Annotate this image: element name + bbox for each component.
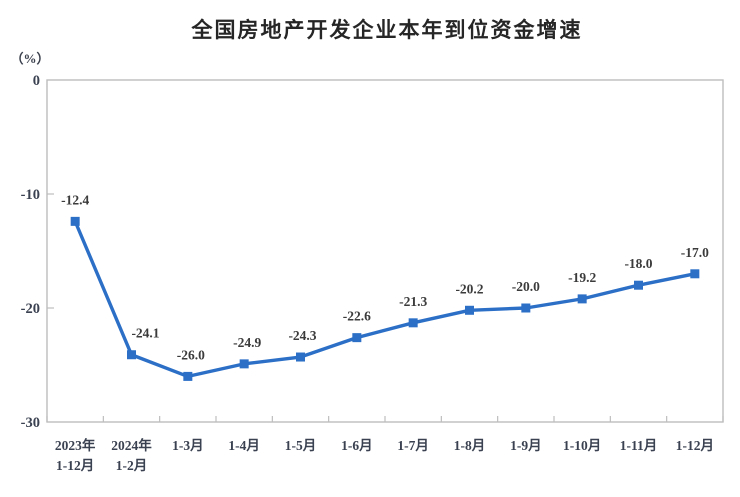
x-tick-label: 2024年 bbox=[111, 437, 152, 453]
data-point-marker bbox=[408, 318, 418, 328]
x-tick-label: 1-3月 bbox=[172, 438, 204, 453]
x-tick-label: 1-8月 bbox=[454, 438, 486, 453]
data-point-marker bbox=[690, 269, 700, 279]
data-point-marker bbox=[352, 333, 362, 343]
data-point-label: -22.6 bbox=[343, 309, 371, 324]
data-point-label: -24.1 bbox=[131, 326, 159, 341]
data-point-label: -20.2 bbox=[455, 281, 483, 296]
y-axis-unit-label: （%） bbox=[10, 51, 50, 66]
x-tick-label: 1-12月 bbox=[676, 438, 714, 453]
x-tick-label: 1-9月 bbox=[510, 438, 542, 453]
data-point-label: -19.2 bbox=[568, 270, 596, 285]
data-point-label: -26.0 bbox=[177, 347, 205, 362]
y-tick-label: 0 bbox=[33, 73, 40, 89]
y-tick-label: -30 bbox=[21, 415, 40, 431]
data-point-label: -21.3 bbox=[399, 294, 427, 309]
x-tick-label: 1-7月 bbox=[397, 438, 429, 453]
y-tick-label: -10 bbox=[21, 187, 40, 203]
x-tick-label: 1-4月 bbox=[228, 438, 260, 453]
data-point-marker bbox=[521, 303, 531, 313]
data-point-marker bbox=[127, 350, 136, 360]
plot-border bbox=[46, 79, 724, 423]
x-tick-label: 1-11月 bbox=[620, 438, 658, 453]
data-point-marker bbox=[239, 359, 249, 369]
data-point-marker bbox=[465, 305, 474, 315]
x-tick-label: 1-6月 bbox=[341, 438, 373, 453]
x-tick-label: 1-5月 bbox=[285, 438, 317, 453]
data-point-marker bbox=[634, 280, 643, 290]
x-tick-label: 1-10月 bbox=[563, 438, 601, 453]
data-point-label: -18.0 bbox=[624, 256, 652, 271]
y-tick-label: -20 bbox=[21, 301, 40, 317]
data-point-marker bbox=[577, 294, 587, 304]
data-point-marker bbox=[183, 371, 193, 381]
x-tick-label: 1-12月 bbox=[56, 458, 94, 473]
data-point-label: -24.9 bbox=[233, 335, 261, 350]
data-point-label: -20.0 bbox=[512, 279, 540, 294]
data-point-marker bbox=[296, 352, 305, 362]
x-tick-label: 1-2月 bbox=[116, 458, 148, 473]
x-tick-label: 2023年 bbox=[55, 437, 96, 453]
data-point-marker bbox=[70, 216, 80, 226]
data-point-label: -12.4 bbox=[61, 192, 89, 207]
data-point-label: -24.3 bbox=[288, 328, 316, 343]
data-line bbox=[73, 219, 697, 379]
chart-title: 全国房地产开发企业本年到位资金增速 bbox=[191, 19, 583, 42]
data-point-label: -17.0 bbox=[681, 245, 709, 260]
